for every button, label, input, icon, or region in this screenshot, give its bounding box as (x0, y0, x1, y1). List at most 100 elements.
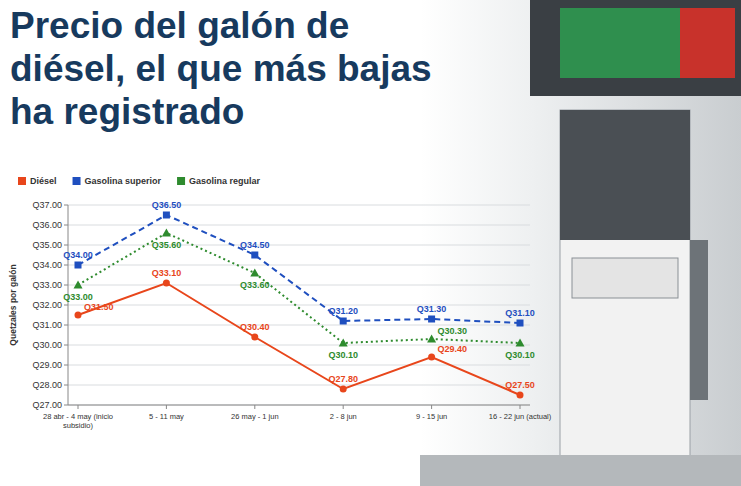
y-tick (64, 205, 68, 206)
canopy-green (560, 8, 680, 78)
marker (251, 252, 258, 259)
marker (339, 339, 348, 347)
data-label: Q27.50 (505, 380, 535, 390)
legend-label: Diésel (30, 176, 57, 186)
marker (517, 320, 524, 327)
data-label: Q31.20 (328, 306, 358, 316)
marker (75, 312, 82, 319)
data-label: Q30.30 (438, 326, 468, 336)
marker (163, 280, 170, 287)
y-tick (64, 305, 68, 306)
y-tick (64, 405, 68, 406)
legend-label: Gasolina regular (189, 176, 261, 186)
marker (74, 281, 83, 289)
title: Precio del galón dediésel, el que más ba… (10, 5, 432, 132)
y-tick-label: Q35.00 (32, 240, 62, 250)
data-label: Q35.60 (152, 240, 182, 250)
x-tick-label: 26 may - 1 jun (231, 412, 279, 421)
x-tick (166, 405, 167, 409)
legend-swatch (18, 177, 26, 185)
y-tick (64, 345, 68, 346)
data-labels: Q34.00 Q36.50 Q34.50 Q31.20 Q31.30 Q31.10 Q33.… (63, 200, 535, 390)
data-label: Q30.10 (328, 350, 358, 360)
x-tick (520, 405, 521, 409)
marker (162, 229, 171, 237)
x-tick-label: 28 abr - 4 may (iniciosubsidio) (43, 412, 113, 430)
background (0, 0, 741, 486)
pump-hose (690, 240, 708, 400)
data-label: Q33.60 (240, 280, 270, 290)
data-label: Q33.10 (152, 268, 182, 278)
legend-label: Gasolina superior (85, 176, 162, 186)
data-label: Q34.50 (240, 240, 270, 250)
data-label: Q31.30 (417, 304, 447, 314)
data-label: Q34.00 (63, 250, 93, 260)
grid-line (68, 385, 530, 386)
grid-line (68, 225, 530, 226)
chart: Precio del galón dediésel, el que más ba… (0, 0, 741, 486)
y-axis-title: Quetzales por galón (8, 264, 18, 345)
pump-head (560, 110, 690, 240)
grid-line (68, 305, 530, 306)
grid-line (68, 245, 530, 246)
grid-line (68, 205, 530, 206)
marker (428, 354, 435, 361)
marker (75, 262, 82, 269)
y-tick-label: Q30.00 (32, 340, 62, 350)
ground (420, 455, 741, 486)
series-line (78, 283, 520, 395)
y-tick (64, 225, 68, 226)
x-tick-label: 9 - 15 jun (416, 412, 447, 421)
marker (428, 316, 435, 323)
x-tick (343, 405, 344, 409)
marker (516, 339, 525, 347)
series-line (78, 233, 520, 343)
photo-backdrop (420, 0, 741, 486)
y-tick (64, 245, 68, 246)
data-label: Q30.40 (240, 322, 270, 332)
y-tick (64, 325, 68, 326)
data-label: Q27.80 (328, 374, 358, 384)
marker (251, 334, 258, 341)
grid-line (68, 365, 530, 366)
legend-swatch (73, 177, 81, 185)
marker (517, 392, 524, 399)
y-tick-label: Q27.00 (32, 400, 62, 410)
y-tick (64, 265, 68, 266)
data-label: Q29.40 (438, 344, 468, 354)
x-tick-label: 16 - 22 jun (actual) (489, 412, 552, 421)
data-label: Q31.50 (84, 302, 114, 312)
marker (250, 269, 259, 277)
x-tick-label: 2 - 8 jun (330, 412, 357, 421)
grid-line (68, 265, 530, 266)
x-axis (68, 405, 530, 406)
y-tick (64, 285, 68, 286)
marker (340, 386, 347, 393)
legend-swatch (177, 177, 185, 185)
marker (427, 335, 436, 343)
y-tick-label: Q31.00 (32, 320, 62, 330)
pump-body (560, 110, 690, 460)
grid-line (68, 285, 530, 286)
y-tick-label: Q29.00 (32, 360, 62, 370)
marker (340, 318, 347, 325)
x-tick (431, 405, 432, 409)
y-axis (68, 205, 69, 405)
y-tick-label: Q33.00 (32, 280, 62, 290)
y-tick (64, 365, 68, 366)
data-label: Q33.00 (63, 292, 93, 302)
y-tick-label: Q37.00 (32, 200, 62, 210)
y-tick-label: Q36.00 (32, 220, 62, 230)
marker (163, 212, 170, 219)
canopy-red (680, 8, 735, 78)
x-tick-label: 5 - 11 may (149, 412, 184, 421)
y-tick-label: Q32.00 (32, 300, 62, 310)
y-tick-label: Q34.00 (32, 260, 62, 270)
data-label: Q36.50 (152, 200, 182, 210)
x-tick (254, 405, 255, 409)
grid (68, 205, 530, 405)
grid-line (68, 405, 530, 406)
y-tick (64, 385, 68, 386)
plot-area (74, 212, 525, 399)
data-label: Q31.10 (505, 308, 535, 318)
